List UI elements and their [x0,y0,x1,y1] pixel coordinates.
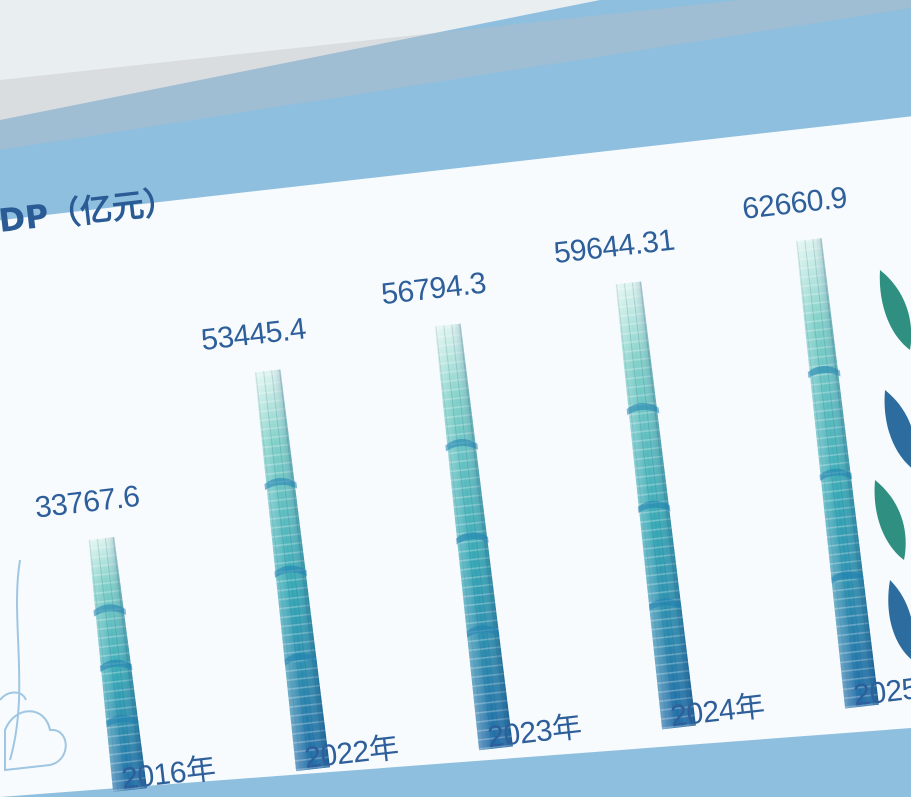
bar-band [455,532,489,545]
bar [615,281,696,730]
bar-band [274,565,308,578]
bar-band [807,365,841,379]
bar [434,323,513,751]
bar-band [445,439,479,452]
bottom-band [0,728,911,797]
bar [88,536,147,792]
bar-band [284,653,318,666]
bar-band [466,625,500,638]
bar-band [264,477,298,491]
bar-band [819,468,853,481]
cloud-decoration [0,559,67,772]
bar-band [626,402,660,416]
bar-band [831,571,864,584]
leaf-decoration [874,270,911,660]
bar [254,369,330,772]
paper-shadow [0,0,600,120]
bar-band [106,715,139,728]
bars-group [88,238,879,792]
bar-band [637,500,671,513]
bar-band [99,659,133,672]
bar [795,238,879,709]
paper-edge [0,0,911,150]
bar-band [648,598,682,611]
bar-band [93,604,127,617]
